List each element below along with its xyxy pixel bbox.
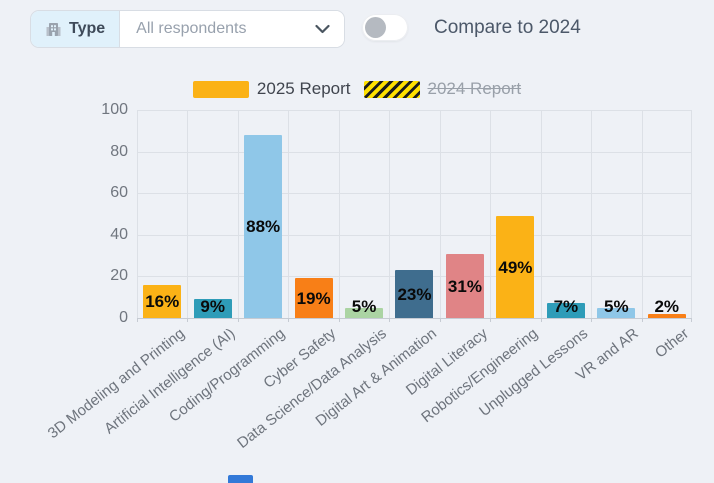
x-axis-tick [389,318,390,322]
legend-swatch [363,80,420,98]
respondents-dropdown[interactable]: All respondents [120,11,344,47]
dropdown-selected-value: All respondents [136,20,247,37]
gridline-horizontal [137,234,692,236]
x-axis-tick [440,318,441,322]
category-slot: 88% Coding/Programming [166,110,289,426]
x-axis-tick [339,318,340,322]
category-slot: 9% Artificial Intelligence (AI) [101,110,238,437]
y-axis-tick-label: 100 [101,101,128,118]
x-axis-line [137,318,692,319]
gridline-vertical [137,110,138,318]
x-axis-tick [691,318,692,322]
bar-data-science-data-analysis[interactable] [345,307,384,318]
category-slot: 16% 3D Modeling and Printing [45,110,188,442]
category-slot: 5% Data Science/Data Analysis [234,110,390,452]
x-axis-tick [642,318,643,322]
y-axis-tick-label: 80 [110,142,128,160]
plot-area: 0 20 40 60 80 100 16% 3D Modeling and Printing 9… [45,101,693,452]
bar-3d-modeling-and-printing[interactable] [143,284,182,318]
y-axis-tick-label: 0 [119,309,128,326]
y-axis-tick-label: 40 [110,225,128,243]
category-slot: 7% Unplugged Lessons [476,110,591,420]
legend-label: 2024 Report [427,79,522,98]
x-axis-tick [288,318,289,322]
gridline-vertical [389,110,390,318]
filter-label: Type [69,20,106,37]
gridline-horizontal [137,151,692,153]
bar-digital-literacy[interactable] [445,253,484,318]
gridline-vertical [591,110,592,318]
gridline-horizontal [137,193,692,195]
legend-item-2025[interactable]: 2025 Report [192,79,351,99]
gridline-vertical [288,110,289,318]
category-slot: 5% VR and AR [573,110,642,384]
x-axis-tick [490,318,491,322]
filter-type-chip: Type [31,11,121,47]
partial-bottom-element [228,475,253,483]
gridline-vertical [238,110,239,318]
y-axis-tick-label: 20 [110,267,128,285]
x-axis-tick [137,318,138,322]
compare-toggle-label: Compare to 2024 [434,16,581,38]
bar-cyber-safety[interactable] [294,278,333,318]
compare-toggle-group: Compare to 2024 [362,14,581,41]
bar-digital-art-animation[interactable] [395,270,434,318]
category-slot: 2% Other [642,110,692,361]
category-axis-label: Other [652,325,693,362]
gridline-vertical [490,110,491,318]
category-slot: 19% Cyber Safety [260,110,339,392]
bar-coding-programming[interactable] [244,134,283,318]
chart-legend: 2025 Report 2024 Report [0,79,714,99]
x-axis-tick [238,318,239,322]
gridline-vertical [187,110,188,318]
gridline-vertical [691,110,692,318]
category-slot: 23% Digital Art & Animation [313,110,440,430]
category-slot: 49% Robotics/Engineering [418,110,541,426]
legend-item-2024[interactable]: 2024 Report [363,79,522,99]
y-axis-tick-label: 60 [110,184,128,202]
bar-artificial-intelligence-ai-[interactable] [193,299,232,318]
category-slot: 31% Digital Literacy [402,110,490,399]
bar-unplugged-lessons[interactable] [546,303,585,318]
x-axis-tick [187,318,188,322]
gridline-vertical [339,110,340,318]
bar-other[interactable] [647,313,686,318]
type-filter-control[interactable]: Type All respondents [30,10,345,48]
chevron-down-icon [315,24,330,34]
bar-robotics-engineering[interactable] [496,216,535,318]
gridline-vertical [440,110,441,318]
legend-label: 2025 Report [256,79,351,98]
gridline-vertical [541,110,542,318]
building-icon [45,21,62,38]
x-axis-tick [591,318,592,322]
x-axis-tick [541,318,542,322]
bar-vr-and-ar[interactable] [597,307,636,318]
legend-swatch [192,80,249,98]
gridline-horizontal [137,110,692,111]
compare-toggle[interactable] [362,14,408,41]
gridline-vertical [642,110,643,318]
toggle-knob [365,17,386,38]
